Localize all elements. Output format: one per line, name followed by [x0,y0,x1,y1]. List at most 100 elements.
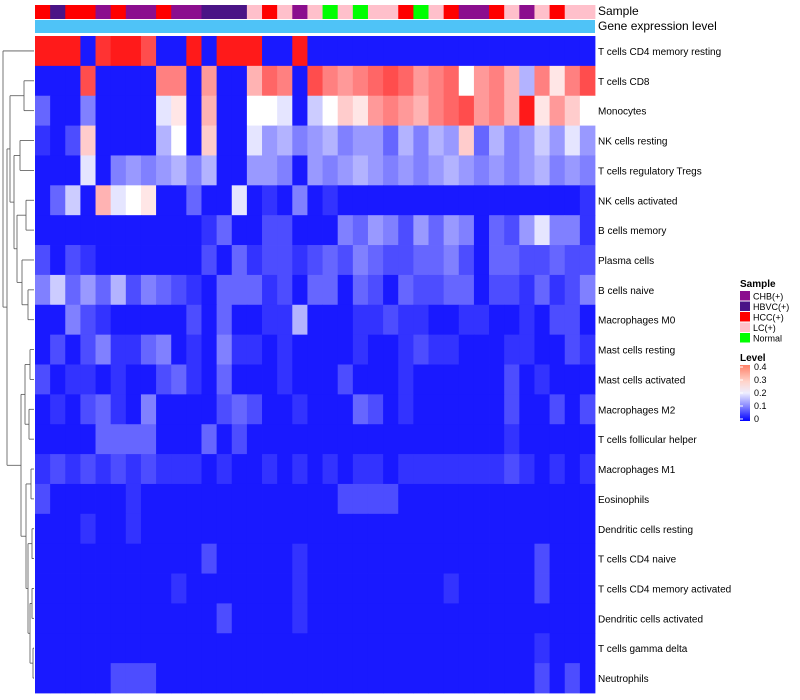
heatmap-cell [186,304,202,336]
heatmap-cell [140,125,157,156]
heatmap-cell [246,364,263,395]
heatmap-cell [352,603,369,634]
heatmap-cell [140,454,157,485]
heatmap-cell [171,65,187,97]
heatmap-cell [110,36,127,67]
heatmap-cell [35,543,51,574]
heatmap-cell [262,215,278,246]
heatmap-cell [579,304,596,336]
heatmap-cell [579,424,596,455]
heatmap-cell [35,274,51,306]
heatmap-cell [292,304,308,336]
heatmap-cell [564,394,581,425]
heatmap-cell [367,633,384,664]
heatmap-cell [352,573,369,604]
sample-annotation-cell [322,5,339,19]
heatmap-cell [428,364,445,395]
heatmap-cell [579,185,596,216]
heatmap-cell [367,483,384,515]
heatmap-cell [549,245,566,276]
row-label: Macrophages M1 [598,465,676,476]
heatmap-cell [337,513,354,545]
heatmap-cell [413,36,429,67]
heatmap-cell [519,394,535,425]
heatmap-cell [383,274,399,306]
heatmap-cell [262,603,278,634]
sample-annotation-cell [428,5,445,19]
heatmap-cell [549,65,566,97]
heatmap-cell [171,304,187,336]
heatmap-cell [352,364,369,395]
heatmap-cell [489,394,505,425]
heatmap-cell [443,334,460,365]
heatmap-cell [140,95,157,126]
heatmap-cell [367,274,384,306]
heatmap-cell [216,155,233,186]
heatmap-cell [110,185,127,216]
heatmap-cell [398,454,414,485]
heatmap-cell [428,573,445,604]
heatmap-cell [337,603,354,634]
heatmap-cell [110,454,127,485]
heatmap-cell [201,36,218,67]
heatmap-cell [186,573,202,604]
row-label: T cells gamma delta [598,644,688,655]
heatmap-cell [262,185,278,216]
heatmap-cell [171,424,187,455]
heatmap-cell [534,663,550,694]
heatmap-cell [95,394,112,425]
sample-annotation-cell [383,5,399,19]
sample-annotation-cell [156,5,172,19]
heatmap-cell [50,424,66,455]
heatmap-cell [171,663,187,694]
heatmap-cell [140,573,157,604]
heatmap-cell [50,65,66,97]
heatmap-cell [95,483,112,515]
heatmap-cell [140,513,157,545]
annotation-bars [35,5,596,33]
heatmap-cell [50,394,66,425]
heatmap-cell [80,36,96,67]
heatmap-cell [352,95,369,126]
heatmap-cell [292,483,308,515]
heatmap-cell [156,663,172,694]
heatmap-cell [292,334,308,365]
heatmap-cell [549,394,566,425]
heatmap-cell [246,633,263,664]
heatmap-cell [171,36,187,67]
legend-sample: Sample CHB(+)HBVC(+)HCC(+)LC(+)Normal [740,279,789,344]
heatmap-cell [443,215,460,246]
heatmap-cell [186,394,202,425]
row-label: T cells CD4 naive [598,555,677,566]
heatmap-cell [186,543,202,574]
heatmap-cell [458,95,475,126]
heatmap-cell [549,483,566,515]
heatmap-cell [579,454,596,485]
heatmap-cell [246,543,263,574]
heatmap-cell [110,663,127,694]
heatmap-cell [549,36,566,67]
heatmap-cell [95,603,112,634]
heatmap-cell [277,36,293,67]
heatmap-cell [579,245,596,276]
heatmap-cell [473,215,490,246]
heatmap-cell [352,304,369,336]
heatmap-cell [156,454,172,485]
heatmap-cell [201,424,218,455]
heatmap-cell [367,454,384,485]
heatmap-cell [50,304,66,336]
heatmap-cell [231,483,248,515]
legend-sample-swatch [740,312,750,322]
sample-annotation-cell [307,5,323,19]
heatmap-cell [473,245,490,276]
heatmap-cell [95,65,112,97]
heatmap-cell [231,633,248,664]
heatmap-cell [110,245,127,276]
heatmap-cell [125,633,142,664]
heatmap-cell [292,95,308,126]
heatmap-cell [171,364,187,395]
heatmap-cell [246,125,263,156]
heatmap-cell [140,215,157,246]
heatmap-cell [504,454,520,485]
heatmap-cell [413,394,429,425]
